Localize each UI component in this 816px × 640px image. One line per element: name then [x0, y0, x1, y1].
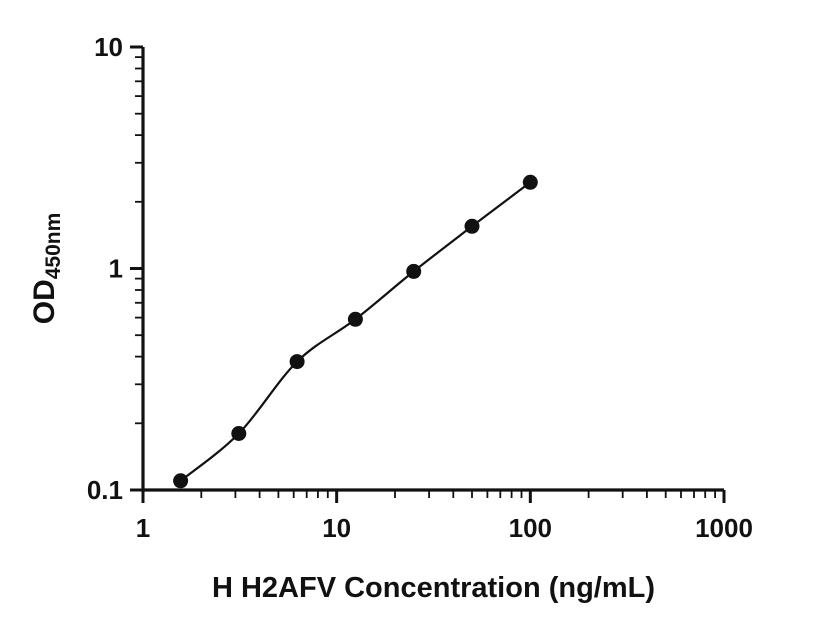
x-axis-title: H H2AFV Concentration (ng/mL) [212, 572, 655, 604]
y-tick-label: 1 [109, 254, 123, 284]
x-tick-label: 10 [322, 513, 351, 543]
data-point [289, 354, 305, 370]
y-tick-label: 10 [94, 32, 123, 62]
data-point [173, 473, 189, 489]
data-point [347, 311, 363, 327]
data-point [464, 218, 480, 234]
data-point [231, 426, 247, 441]
axes-frame [141, 47, 724, 492]
y-axis-title-subscript: 450nm [42, 213, 65, 280]
y-tick-label: 0.1 [87, 475, 123, 505]
x-tick-label: 1000 [695, 513, 753, 543]
x-tick-label: 1 [136, 513, 150, 543]
data-point [406, 263, 422, 279]
data-point [522, 174, 538, 190]
x-tick-label: 100 [509, 513, 552, 543]
y-axis-title: OD450nm [28, 213, 65, 325]
